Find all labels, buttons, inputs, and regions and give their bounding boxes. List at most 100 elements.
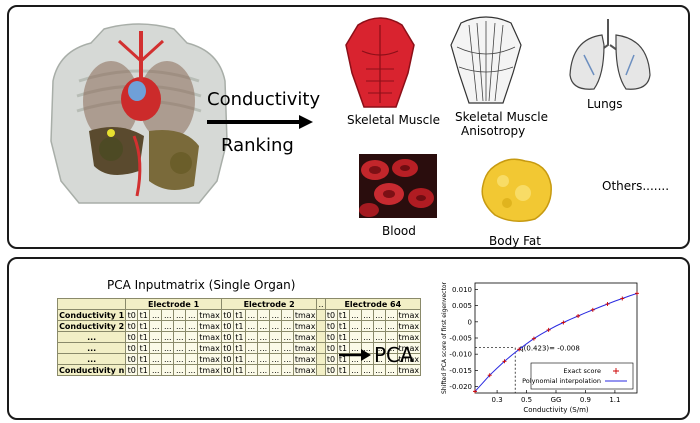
top-panel: Conductivity Ranking Skeletal Muscle Ske… — [7, 5, 690, 249]
time-cell: tmax — [396, 320, 422, 332]
time-cell: ... — [256, 309, 270, 321]
y-axis-label: Shifted PCA score of first eigenvector — [441, 282, 448, 394]
y-tick-label: 0.010 — [452, 286, 472, 294]
time-cell: tmax — [396, 364, 422, 376]
row-label: ... — [56, 342, 127, 354]
human-torso-illustration — [50, 23, 228, 204]
time-cell: ... — [185, 364, 199, 376]
time-cell: ... — [173, 364, 187, 376]
separator-cell — [316, 309, 326, 321]
time-cell: t0 — [125, 331, 139, 343]
time-cell: t0 — [220, 353, 234, 365]
electrode-header: Electrode 2 — [220, 298, 318, 310]
time-cell: ... — [372, 331, 386, 343]
x-tick-label: 0.5 — [521, 396, 532, 404]
time-cell: ... — [348, 320, 362, 332]
time-cell: t1 — [232, 353, 246, 365]
table-row: ... t0 t1............ tmax t0 t1............ t… — [56, 331, 422, 343]
time-cell: t1 — [336, 331, 350, 343]
time-cell: ... — [372, 309, 386, 321]
time-cell: t0 — [125, 364, 139, 376]
time-cell: t0 — [220, 364, 234, 376]
pca-table-title: PCA Inputmatrix (Single Organ) — [107, 278, 296, 292]
row-label: Conductivity 2 — [56, 320, 127, 332]
time-cell: ... — [256, 353, 270, 365]
muscle-anisotropy-image — [450, 16, 522, 104]
time-cell: ... — [348, 309, 362, 321]
time-cell: ... — [280, 342, 294, 354]
time-cell: ... — [360, 331, 374, 343]
time-cell: ... — [256, 320, 270, 332]
time-cell: t1 — [232, 364, 246, 376]
time-cell: ... — [256, 331, 270, 343]
time-cell: tmax — [197, 309, 222, 321]
time-cell: tmax — [292, 320, 318, 332]
organ-label-lungs: Lungs — [587, 97, 623, 111]
time-cell: tmax — [292, 353, 318, 365]
x-tick-label: 1.1 — [609, 396, 620, 404]
time-cell: ... — [161, 309, 175, 321]
row-label: Conductivity n — [56, 364, 127, 376]
time-cell: ... — [149, 309, 163, 321]
time-cell: ... — [161, 331, 175, 343]
organ-label-skeletal-muscle: Skeletal Muscle — [347, 113, 440, 127]
data-point-exact — [531, 336, 536, 341]
time-cell: ... — [268, 309, 282, 321]
time-cell: ... — [244, 331, 258, 343]
time-cell: ... — [384, 364, 398, 376]
time-cell: t1 — [137, 353, 151, 365]
pca-score-chart: -0.020 -0.015 -0.010 -0.005 0 0.005 0.010 0.3 0.… — [441, 282, 639, 414]
time-cell: ... — [268, 331, 282, 343]
y-tick-label: -0.020 — [449, 383, 472, 391]
blood-cells-image — [359, 154, 437, 218]
time-cell: t1 — [232, 320, 246, 332]
time-cell: ... — [173, 353, 187, 365]
time-cell: ... — [149, 331, 163, 343]
time-cell: ... — [244, 309, 258, 321]
x-tick-label: 0.9 — [580, 396, 591, 404]
y-tick-label: -0.005 — [449, 335, 472, 343]
time-cell: ... — [149, 320, 163, 332]
time-cell: t0 — [324, 320, 338, 332]
data-point-exact — [635, 291, 639, 296]
time-cell: ... — [161, 320, 175, 332]
time-cell: ... — [256, 342, 270, 354]
time-cell: ... — [185, 342, 199, 354]
series-line-polynomial — [474, 292, 638, 392]
row-label: ... — [56, 353, 127, 365]
organ-label-others: Others....... — [602, 179, 670, 193]
pca-input-matrix: Electrode 1 Electrode 2.. Electrode 64 Cond… — [56, 298, 422, 376]
time-cell: ... — [173, 320, 187, 332]
time-cell: ... — [161, 342, 175, 354]
table-row: Conductivity 2 t0 t1............ tmax t0 t1..… — [56, 320, 422, 332]
organ-label-anisotropy-line2: Anisotropy — [461, 124, 526, 138]
time-cell: t0 — [125, 320, 139, 332]
time-cell: ... — [173, 342, 187, 354]
pca-arrow-icon — [339, 349, 371, 361]
data-point-exact — [487, 373, 492, 378]
organ-label-blood: Blood — [382, 224, 416, 238]
row-label: ... — [56, 331, 127, 343]
time-cell: ... — [244, 320, 258, 332]
time-cell: ... — [185, 309, 199, 321]
time-cell: ... — [268, 320, 282, 332]
organ-label-anisotropy-line1: Skeletal Muscle — [455, 110, 548, 124]
electrode-header: Electrode 1 — [125, 298, 222, 310]
time-cell: tmax — [292, 331, 318, 343]
x-axis-label: Conductivity (S/m) — [523, 406, 589, 414]
time-cell: ... — [256, 364, 270, 376]
time-cell: ... — [280, 364, 294, 376]
time-cell: tmax — [197, 353, 222, 365]
time-cell: ... — [244, 342, 258, 354]
time-cell: ... — [384, 353, 398, 365]
time-cell: ... — [173, 309, 187, 321]
time-cell: t1 — [137, 320, 151, 332]
time-cell: t1 — [137, 364, 151, 376]
time-cell: t1 — [232, 342, 246, 354]
time-cell: t1 — [232, 309, 246, 321]
time-cell: ... — [185, 320, 199, 332]
data-point-exact — [561, 320, 566, 325]
conductivity-label: Conductivity — [207, 89, 321, 110]
lungs-image — [569, 19, 651, 90]
y-tick-label: 0 — [468, 318, 472, 326]
